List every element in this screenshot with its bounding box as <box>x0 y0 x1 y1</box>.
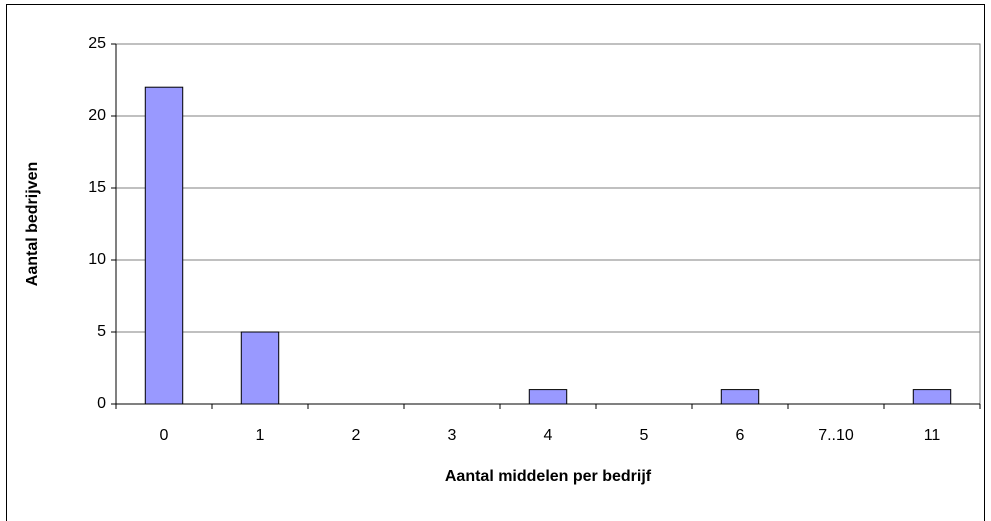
bar <box>144 86 184 405</box>
y-tick-label: 25 <box>88 35 106 52</box>
x-tick-label: 5 <box>640 427 649 444</box>
x-tick-label: 0 <box>160 427 169 444</box>
y-tick-label: 15 <box>88 179 106 196</box>
x-tick-label: 1 <box>256 427 265 444</box>
bar <box>720 389 760 405</box>
bar <box>528 389 568 405</box>
x-tick-label: 7..10 <box>818 427 854 444</box>
y-axis-title: Aantal bedrijven <box>24 162 41 286</box>
x-tick-label: 6 <box>736 427 745 444</box>
bar <box>912 389 952 405</box>
x-tick-label: 4 <box>544 427 553 444</box>
x-tick-label: 11 <box>924 427 941 444</box>
x-tick-label: 3 <box>448 427 457 444</box>
y-tick-label: 10 <box>88 251 106 268</box>
y-tick-label: 20 <box>88 107 106 124</box>
x-tick-label: 2 <box>352 427 361 444</box>
y-tick-label: 5 <box>97 323 106 340</box>
y-tick-label: 0 <box>97 395 106 412</box>
x-axis-title: Aantal middelen per bedrijf <box>445 468 652 485</box>
bar <box>240 331 280 405</box>
